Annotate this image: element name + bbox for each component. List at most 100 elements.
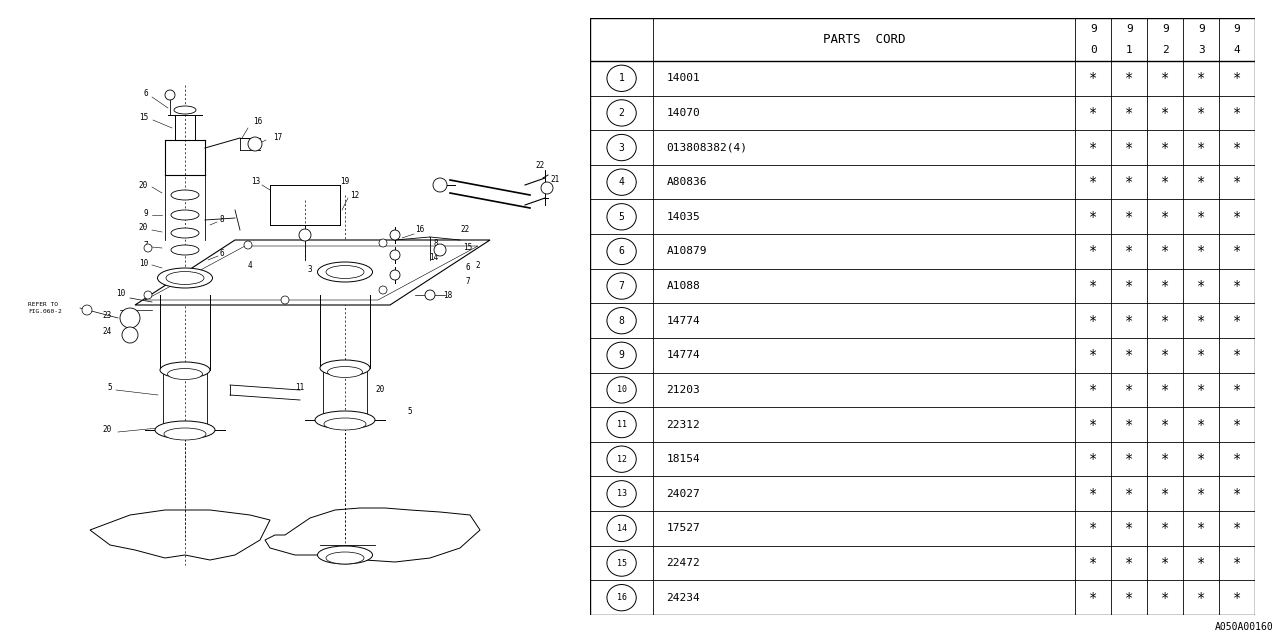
Text: 4: 4 [248,260,252,269]
Text: *: * [1089,244,1097,259]
Text: 1: 1 [1126,45,1133,55]
Circle shape [607,446,636,472]
Polygon shape [90,510,270,560]
Text: 5: 5 [108,383,113,392]
Text: *: * [1161,487,1170,501]
Circle shape [425,290,435,300]
Text: *: * [1089,452,1097,466]
Circle shape [607,65,636,92]
Text: 9: 9 [1162,24,1169,34]
Text: *: * [1233,106,1242,120]
Text: *: * [1233,210,1242,224]
Text: 1: 1 [618,74,625,83]
Text: *: * [1233,591,1242,605]
Circle shape [379,286,387,294]
Circle shape [607,204,636,230]
Text: *: * [1089,487,1097,501]
Ellipse shape [326,266,364,278]
Text: *: * [1125,417,1134,431]
Text: 24234: 24234 [667,593,700,603]
Text: *: * [1125,175,1134,189]
Text: 5: 5 [408,408,412,417]
Text: 6: 6 [143,88,148,97]
Text: 22312: 22312 [667,420,700,429]
Circle shape [122,327,138,343]
Text: *: * [1089,106,1097,120]
Text: *: * [1089,556,1097,570]
Circle shape [82,305,92,315]
Text: *: * [1161,556,1170,570]
Text: 3: 3 [618,143,625,152]
Text: *: * [1161,591,1170,605]
Text: *: * [1233,556,1242,570]
Circle shape [390,250,399,260]
Circle shape [248,137,262,151]
Circle shape [434,244,445,256]
Text: 11: 11 [296,383,305,392]
Text: 14: 14 [429,253,438,262]
Text: *: * [1089,141,1097,154]
Text: 15: 15 [138,113,148,122]
Text: 7: 7 [618,281,625,291]
Ellipse shape [317,262,372,282]
Circle shape [607,342,636,369]
Text: 22: 22 [461,225,470,234]
Text: 21: 21 [550,175,559,184]
Text: *: * [1197,383,1206,397]
Text: *: * [1125,522,1134,536]
Ellipse shape [172,190,198,200]
Text: *: * [1125,106,1134,120]
Text: 8: 8 [434,239,438,248]
Text: *: * [1161,314,1170,328]
Text: 24: 24 [102,328,113,337]
Text: 10: 10 [617,385,627,394]
Text: 24027: 24027 [667,489,700,499]
Text: *: * [1125,279,1134,293]
Text: *: * [1161,106,1170,120]
Text: 20: 20 [138,180,148,189]
Ellipse shape [315,411,375,429]
Ellipse shape [172,210,198,220]
Text: 6: 6 [618,246,625,257]
Circle shape [607,515,636,541]
Text: *: * [1125,487,1134,501]
Text: *: * [1197,452,1206,466]
Circle shape [390,230,399,240]
Circle shape [282,296,289,304]
Ellipse shape [320,360,370,376]
Text: A80836: A80836 [667,177,707,187]
Text: *: * [1161,383,1170,397]
Text: 23: 23 [102,310,113,319]
Text: 17527: 17527 [667,524,700,533]
Circle shape [607,169,636,195]
Text: 8: 8 [220,216,224,225]
Text: 13: 13 [617,490,627,499]
Text: *: * [1125,71,1134,85]
Text: A050A00160: A050A00160 [1215,622,1274,632]
Text: 0: 0 [1091,45,1097,55]
Text: *: * [1233,314,1242,328]
Text: 10: 10 [138,259,148,268]
Text: *: * [1089,522,1097,536]
Text: 14774: 14774 [667,316,700,326]
Text: 7: 7 [143,241,148,250]
Text: *: * [1197,210,1206,224]
Text: *: * [1197,487,1206,501]
Text: *: * [1089,71,1097,85]
Text: 14070: 14070 [667,108,700,118]
Text: 18154: 18154 [667,454,700,464]
Text: 4: 4 [1234,45,1240,55]
Text: *: * [1233,348,1242,362]
Text: *: * [1089,279,1097,293]
Text: *: * [1125,141,1134,154]
Text: 3: 3 [1198,45,1204,55]
Circle shape [607,584,636,611]
Text: 8: 8 [618,316,625,326]
Circle shape [607,273,636,300]
Text: *: * [1197,556,1206,570]
Circle shape [607,481,636,507]
Ellipse shape [157,268,212,288]
Text: 19: 19 [340,177,349,186]
Ellipse shape [160,362,210,378]
Text: A1088: A1088 [667,281,700,291]
